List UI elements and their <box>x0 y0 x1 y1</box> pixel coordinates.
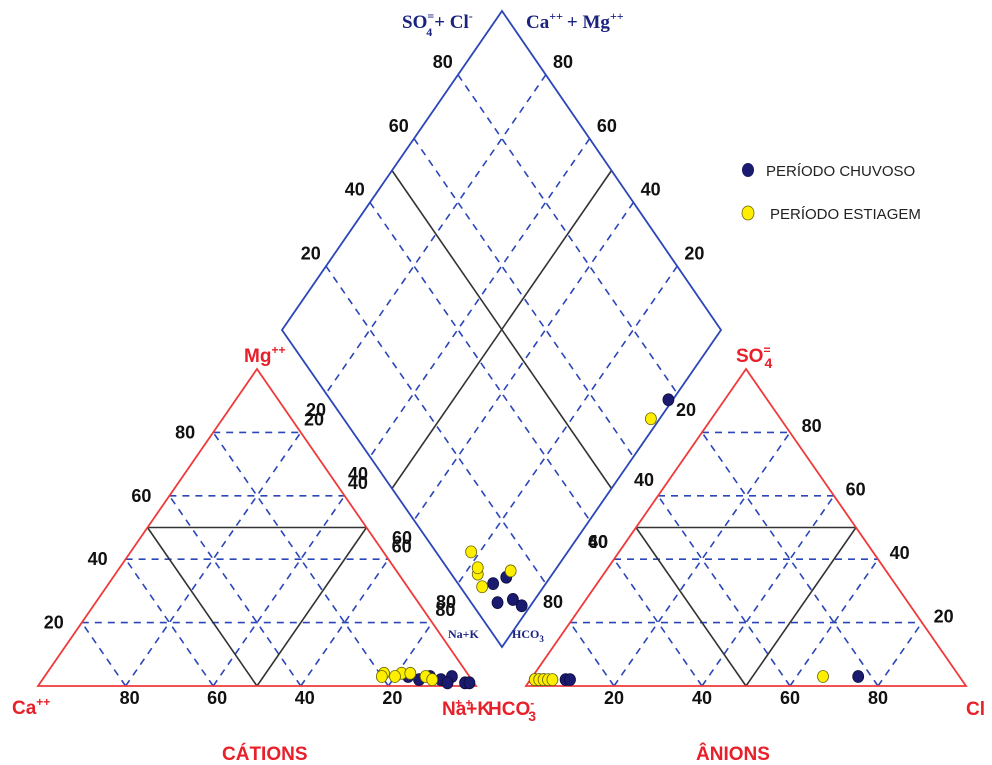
diamond-point-estiagem <box>476 580 489 594</box>
diamond-right-tick: 40 <box>641 180 661 200</box>
anion-grid-line <box>701 495 835 687</box>
diamond-facies-line <box>391 170 613 489</box>
anion-bottom-tick: 20 <box>604 688 624 708</box>
anion-left-tick: 40 <box>588 532 608 552</box>
diamond-point-chuvoso <box>491 596 504 610</box>
anion-right-tick: 80 <box>802 416 822 436</box>
anion-grid-line <box>569 622 615 687</box>
cation-point-chuvoso <box>441 676 454 690</box>
anion-label-so4: SO= 4 <box>736 343 772 371</box>
cation-label-ca: Ca++ <box>12 695 50 719</box>
cation-facies-line <box>146 527 258 687</box>
cations-title: CÁTIONS <box>222 743 308 765</box>
cation-left-tick: 80 <box>175 422 195 442</box>
diamond-label-so4cl: SO= 4 + Cl- <box>402 9 473 39</box>
cation-bottom-tick: 60 <box>207 688 227 708</box>
anion-point-chuvoso <box>564 673 576 687</box>
anion-point-estiagem <box>546 673 559 687</box>
diamond-left-tick: 80 <box>433 52 453 72</box>
diamond-point-chuvoso <box>662 393 675 407</box>
cation-label-mg: Mg++ <box>244 343 285 367</box>
cation-left-tick: 60 <box>131 486 151 506</box>
diamond-point-chuvoso <box>507 593 519 606</box>
anions-title: ÂNIONS <box>696 743 770 765</box>
anion-bottom-tick: 80 <box>868 688 888 708</box>
legend-estiagem-label: PERÍODO ESTIAGEM <box>770 206 921 223</box>
anion-point-estiagem <box>817 670 829 683</box>
cation-triangle <box>36 367 478 687</box>
cation-bottom-tick: 80 <box>120 688 140 708</box>
legend-chuvoso-marker <box>742 163 754 177</box>
anion-facies-line <box>745 527 857 687</box>
cation-grid-line <box>212 495 346 687</box>
diamond-point-estiagem <box>465 545 478 559</box>
anion-point-chuvoso <box>852 670 865 683</box>
legend-estiagem-marker <box>741 205 755 221</box>
diamond-point-estiagem <box>504 564 517 578</box>
diamond-outline <box>280 9 723 649</box>
cation-right-tick: 20 <box>304 410 324 430</box>
point-layer <box>375 393 865 690</box>
cation-point-estiagem <box>426 673 439 687</box>
cation-point-estiagem <box>375 670 388 683</box>
cation-bottom-tick: 40 <box>295 688 315 708</box>
diamond-lower-left-tick: 80 <box>436 592 456 612</box>
cation-grid-line <box>168 495 302 687</box>
anion-left-tick: 40 <box>634 470 654 490</box>
diamond-left-tick: 60 <box>389 116 409 136</box>
diamond-label-camg: Ca++ + Mg++ <box>526 9 624 33</box>
diamond-left-tick: 40 <box>345 180 365 200</box>
anion-bottom-tick: 40 <box>692 688 712 708</box>
anion-label-hco3: HCO-3 <box>488 696 536 724</box>
diamond-label-hco3: HCO3 <box>512 627 544 644</box>
diamond-lower-right-tick: 80 <box>543 592 563 612</box>
diamond-lower-left-tick: 20 <box>306 400 326 420</box>
diamond-right-tick: 20 <box>684 243 704 263</box>
diamond-left-tick: 20 <box>301 243 321 263</box>
cation-point-chuvoso <box>463 676 476 690</box>
cation-grid-line <box>81 622 127 687</box>
cation-right-tick: 80 <box>435 600 455 620</box>
cation-left-tick: 40 <box>88 549 108 569</box>
grid-layer <box>36 9 968 687</box>
diamond-label-nak: Na+K <box>448 627 480 641</box>
anion-right-tick: 20 <box>934 606 954 626</box>
anion-bottom-tick: 60 <box>780 688 800 708</box>
anion-right-tick: 40 <box>890 543 910 563</box>
cation-facies-line <box>256 527 368 687</box>
anion-left-tick: 20 <box>676 400 696 420</box>
anion-facies-line <box>635 527 747 687</box>
diamond-lower-left-tick: 40 <box>348 464 368 484</box>
legend-chuvoso-label: PERÍODO CHUVOSO <box>766 163 915 180</box>
diamond-lower-left-tick: 60 <box>392 528 412 548</box>
diamond-point-chuvoso <box>515 599 528 613</box>
cation-bottom-tick: 20 <box>382 688 402 708</box>
diamond-point-estiagem <box>471 561 484 575</box>
anion-left-tick: 60 <box>588 532 608 552</box>
anion-grid-line <box>877 622 923 687</box>
anion-grid-line <box>657 495 791 687</box>
cation-left-tick: 20 <box>44 613 64 633</box>
diamond-point-chuvoso <box>487 577 500 590</box>
anion-right-tick: 60 <box>846 479 866 499</box>
anion-label-cl: Cl <box>966 699 985 720</box>
diamond-right-tick: 80 <box>553 52 573 72</box>
cation-point-estiagem <box>389 670 401 683</box>
diamond-point-estiagem <box>645 412 657 426</box>
cation-point-estiagem <box>404 666 417 680</box>
diamond-right-tick: 60 <box>597 116 617 136</box>
legend: PERÍODO CHUVOSO PERÍODO ESTIAGEM <box>741 163 921 223</box>
cation-label-nak: Na+K+ + <box>442 696 491 720</box>
cation-right-tick: 40 <box>348 473 368 493</box>
cation-right-tick: 60 <box>392 537 412 557</box>
anion-triangle <box>524 367 968 687</box>
